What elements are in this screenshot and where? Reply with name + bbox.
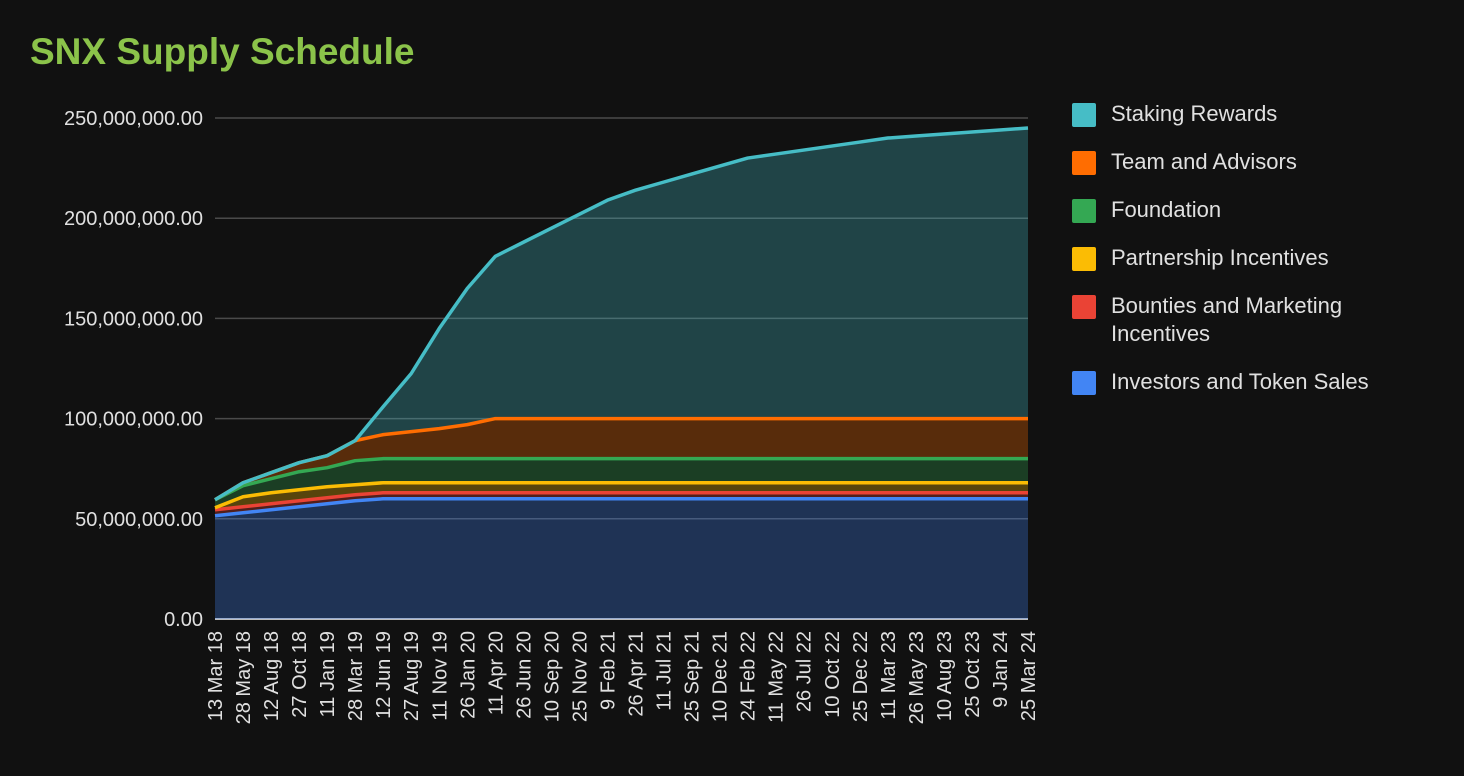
y-tick-label: 0.00 — [164, 609, 203, 631]
y-axis-ticks: 0.00 50,000,000.00 100,000,000.00 150,000,0… — [64, 108, 203, 631]
x-tick-label: 25 Oct 23 — [962, 631, 984, 718]
legend-label: Bounties and Marketing Incentives — [1111, 293, 1343, 346]
x-tick-label: 11 May 22 — [766, 631, 788, 723]
y-tick-label: 250,000,000.00 — [64, 108, 203, 130]
legend-label: Team and Advisors — [1111, 149, 1297, 174]
y-tick-label: 100,000,000.00 — [64, 409, 203, 431]
line-foundation — [214, 456, 1028, 502]
legend-label: Partnership Incentives — [1111, 245, 1329, 270]
x-tick-label: 25 Mar 24 — [1018, 631, 1040, 721]
x-tick-label: 25 Sep 21 — [682, 631, 704, 722]
y-tick-label: 50,000,000.00 — [75, 509, 203, 531]
legend-label: Staking Rewards — [1111, 101, 1278, 126]
chart-title: SNX Supply Schedule — [30, 31, 415, 72]
x-tick-label: 26 Apr 21 — [626, 631, 648, 717]
legend-swatch — [1072, 151, 1096, 175]
area-series — [215, 128, 1028, 619]
legend-item-foundation: Foundation — [1072, 196, 1452, 224]
legend-swatch — [1072, 103, 1096, 127]
x-tick-label: 10 Aug 23 — [934, 631, 956, 721]
x-tick-label: 9 Feb 21 — [597, 631, 619, 710]
x-tick-label: 27 Oct 18 — [289, 631, 311, 718]
x-tick-label: 24 Feb 22 — [738, 631, 760, 721]
legend-swatch — [1072, 295, 1096, 319]
x-tick-label: 9 Jan 24 — [990, 631, 1012, 708]
legend-item-investors-and-token-sales: Investors and Token Sales — [1072, 368, 1452, 396]
legend-item-partnership-incentives: Partnership Incentives — [1072, 244, 1452, 272]
x-tick-label: 12 Aug 18 — [261, 631, 283, 721]
x-tick-label: 26 May 23 — [906, 631, 928, 724]
x-tick-label: 25 Dec 22 — [850, 631, 872, 722]
area-partnership-incentives — [215, 482, 1028, 510]
area-investors-and-token-sales — [215, 498, 1028, 619]
legend-item-team-and-advisors: Team and Advisors — [1072, 148, 1452, 176]
x-tick-label: 28 Mar 19 — [345, 631, 367, 721]
legend-swatch — [1072, 199, 1096, 223]
series-lines — [214, 126, 1029, 518]
legend-item-bounties-and-marketing-incentives: Bounties and Marketing Incentives — [1072, 292, 1452, 348]
y-tick-label: 200,000,000.00 — [64, 208, 203, 230]
line-investors-and-token-sales — [214, 497, 1028, 518]
legend-item-staking-rewards: Staking Rewards — [1072, 100, 1452, 128]
x-axis-ticks: 13 Mar 18 28 May 18 12 Aug 18 27 Oct 18 11 J… — [205, 631, 1040, 724]
area-staking-rewards — [215, 128, 1028, 500]
legend-label: Investors and Token Sales — [1111, 369, 1369, 394]
x-tick-label: 11 Apr 20 — [485, 631, 507, 715]
legend-swatch — [1072, 371, 1096, 395]
legend: Staking Rewards Team and Advisors Foundati… — [1072, 100, 1452, 416]
line-partnership-incentives — [214, 480, 1028, 510]
legend-swatch — [1072, 247, 1096, 271]
area-team-and-advisors — [215, 418, 1028, 500]
x-tick-label: 10 Dec 21 — [710, 631, 732, 722]
y-tick-label: 150,000,000.00 — [64, 308, 203, 330]
x-tick-label: 26 Jul 22 — [794, 631, 816, 712]
x-tick-label: 11 Nov 19 — [429, 631, 451, 721]
x-tick-label: 28 May 18 — [233, 631, 255, 724]
legend-label: Foundation — [1111, 197, 1222, 222]
x-tick-label: 13 Mar 18 — [205, 631, 227, 721]
x-tick-label: 11 Jan 19 — [317, 631, 339, 717]
line-staking-rewards — [214, 126, 1029, 502]
area-foundation — [215, 458, 1028, 508]
x-tick-label: 11 Jul 21 — [654, 631, 676, 711]
x-tick-label: 11 Mar 23 — [878, 631, 900, 720]
x-tick-label: 27 Aug 19 — [401, 631, 423, 721]
x-tick-label: 26 Jan 20 — [457, 631, 479, 719]
x-tick-label: 10 Sep 20 — [541, 631, 563, 722]
line-bounties-and-marketing-incentives — [214, 490, 1028, 512]
x-tick-label: 26 Jun 20 — [513, 631, 535, 719]
x-tick-label: 12 Jun 19 — [373, 631, 395, 719]
x-tick-label: 10 Oct 22 — [822, 631, 844, 718]
x-tick-label: 25 Nov 20 — [569, 631, 591, 722]
